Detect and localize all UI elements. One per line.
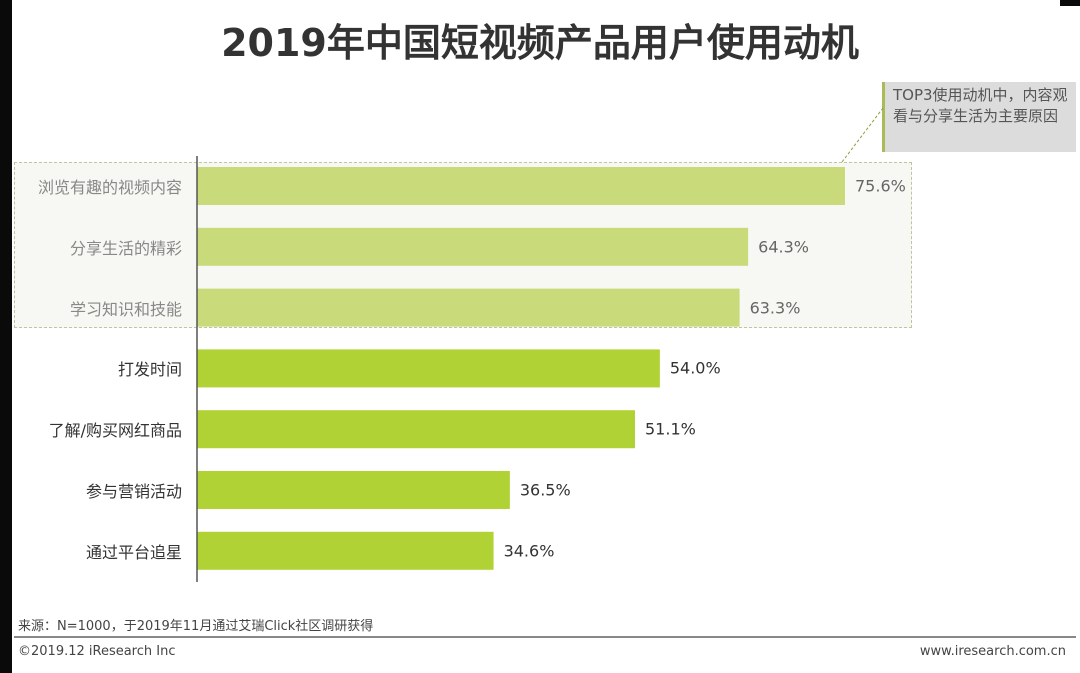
data-label: 63.3% — [749, 298, 801, 318]
website: www.iresearch.com.cn — [919, 644, 1066, 659]
bar — [197, 410, 635, 449]
callout-note: TOP3使用动机中，内容观看与分享生活为主要原因 — [882, 82, 1076, 152]
data-label: 34.6% — [503, 541, 555, 561]
data-label: 54.0% — [669, 358, 721, 378]
bar — [197, 531, 494, 570]
category-label: 通过平台追星 — [85, 542, 182, 562]
bar — [197, 288, 740, 327]
category-label: 学习知识和技能 — [69, 299, 182, 319]
copyright: ©2019.12 iResearch Inc — [18, 644, 176, 659]
category-label: 分享生活的精彩 — [69, 238, 182, 258]
source-note: 来源：N=1000，于2019年11月通过艾瑞Click社区调研获得 — [18, 619, 374, 634]
left-border — [0, 0, 12, 673]
bar — [197, 471, 510, 509]
data-label: 51.1% — [645, 419, 696, 439]
footer-divider — [14, 636, 1076, 638]
category-label: 浏览有趣的视频内容 — [37, 178, 182, 197]
data-label: 36.5% — [519, 480, 571, 500]
category-label: 参与营销活动 — [85, 482, 182, 501]
category-label: 打发时间 — [117, 360, 182, 380]
bar — [197, 349, 660, 388]
chart-title: 2019年中国短视频产品用户使用动机 — [221, 21, 859, 65]
bar — [197, 167, 845, 205]
data-label: 75.6% — [855, 176, 906, 196]
data-label: 64.3% — [758, 237, 809, 257]
bar — [197, 227, 749, 266]
callout-leader-line — [841, 107, 884, 163]
category-label: 了解/购买网红商品 — [48, 421, 182, 441]
top-border — [1060, 0, 1080, 6]
